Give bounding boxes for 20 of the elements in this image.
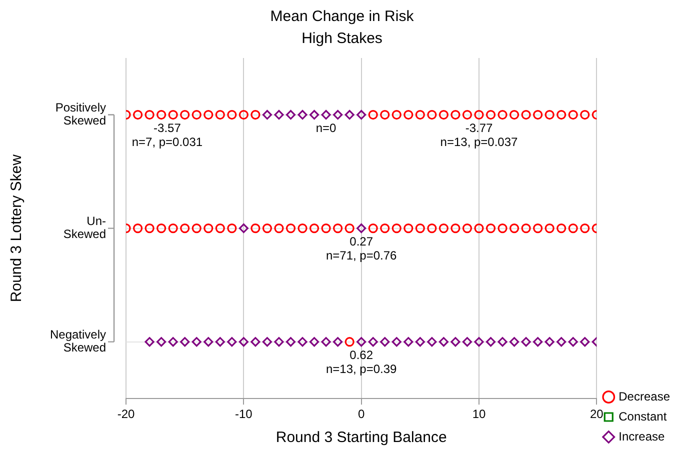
y-axis-title: Round 3 Lottery Skew [8, 154, 26, 302]
chart-subtitle: High Stakes [302, 30, 382, 48]
legend-label: Decrease [618, 389, 670, 404]
annotation: -3.77 n=13, p=0.037 [440, 121, 518, 150]
x-axis-title: Round 3 Starting Balance [276, 429, 447, 446]
x-tick-label: 20 [590, 407, 604, 422]
y-tick-label: Positively Skewed [55, 100, 106, 128]
legend-label: Increase [618, 429, 665, 444]
y-tick-label: Un-Skewed [63, 214, 106, 242]
annotation: 0.27 n=71, p=0.76 [326, 234, 398, 263]
annotation: 0.62 n=13, p=0.39 [326, 348, 398, 376]
x-tick-label: 0 [358, 407, 365, 422]
annotation: n=0 [316, 121, 337, 136]
legend-label: Constant [618, 409, 668, 424]
annotation: -3.57 n=7, p=0.031 [132, 121, 203, 150]
chart-title: Mean Change in Risk [270, 8, 414, 26]
x-tick-label: -20 [117, 407, 136, 422]
x-tick-label: -10 [235, 407, 253, 422]
x-tick-label: 10 [472, 407, 486, 422]
y-tick-label: Negatively Skewed [50, 328, 106, 355]
